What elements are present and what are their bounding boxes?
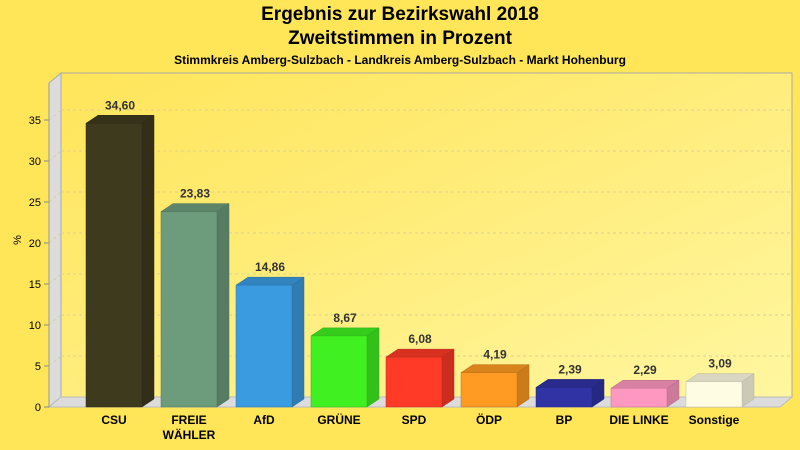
- bar-side: [366, 327, 380, 408]
- x-tick-label: WÄHLER: [163, 427, 216, 442]
- gridline-side: [48, 150, 62, 162]
- data-label: 34,60: [105, 98, 135, 112]
- bar[interactable]: [160, 211, 218, 408]
- y-tick-label: 25: [29, 197, 41, 209]
- x-tick-label: SPD: [402, 413, 427, 427]
- data-label: 14,86: [255, 260, 285, 274]
- bar[interactable]: [235, 284, 293, 408]
- bar[interactable]: [310, 335, 368, 408]
- bar[interactable]: [535, 387, 593, 408]
- x-tick-label: BP: [556, 413, 573, 427]
- gridline-side: [48, 191, 62, 203]
- bar-side: [291, 276, 305, 408]
- bar[interactable]: [685, 381, 743, 408]
- y-tick-label: 5: [35, 361, 41, 373]
- bar[interactable]: [85, 123, 143, 408]
- y-axis-label: %: [12, 235, 24, 245]
- y-tick-label: 35: [29, 115, 41, 127]
- bar-top: [460, 364, 530, 373]
- bar[interactable]: [385, 356, 443, 408]
- x-tick-label: Sonstige: [689, 413, 740, 427]
- bar-top: [685, 373, 755, 382]
- data-label: 6,08: [408, 332, 432, 346]
- bar-side: [216, 203, 230, 408]
- bar-top: [535, 379, 605, 388]
- x-tick-label: DIE LINKE: [609, 413, 668, 427]
- x-tick-label: CSU: [101, 413, 126, 427]
- gridline-side: [48, 314, 62, 326]
- bar-top: [385, 348, 455, 358]
- x-tick-label: ÖDP: [476, 412, 502, 427]
- bar-top: [85, 115, 155, 124]
- chart-caption: Stimmkreis Amberg-Sulzbach - Landkreis A…: [174, 53, 626, 67]
- y-tick-label: 30: [29, 156, 41, 168]
- x-tick-label: FREIE: [171, 413, 206, 427]
- gridline-side: [48, 355, 62, 367]
- data-label: 2,29: [633, 363, 657, 377]
- y-tick-label: 0: [35, 402, 41, 414]
- data-label: 2,39: [558, 362, 582, 376]
- bar-top: [235, 276, 305, 286]
- y-tick-label: 15: [29, 279, 41, 291]
- data-label: 23,83: [180, 187, 210, 201]
- bar-top: [160, 203, 230, 212]
- bar-top: [310, 327, 380, 337]
- bar-top: [610, 379, 680, 389]
- bar[interactable]: [460, 372, 518, 408]
- gridline-side: [48, 232, 62, 244]
- chart-subtitle: Zweitstimmen in Prozent: [288, 28, 512, 49]
- bar[interactable]: [610, 387, 668, 408]
- x-tick-label: AfD: [253, 413, 275, 427]
- data-label: 4,19: [483, 348, 507, 362]
- bar-side: [141, 114, 155, 408]
- bar-side: [441, 348, 455, 408]
- gridline-side: [48, 273, 62, 285]
- chart-title: Ergebnis zur Bezirkswahl 2018: [261, 4, 539, 25]
- y-tick-label: 10: [29, 320, 41, 332]
- data-label: 8,67: [333, 311, 357, 325]
- gridline-side: [48, 109, 62, 121]
- y-tick-label: 20: [29, 238, 41, 250]
- x-tick-label: GRÜNE: [317, 412, 360, 427]
- data-label: 3,09: [708, 357, 732, 371]
